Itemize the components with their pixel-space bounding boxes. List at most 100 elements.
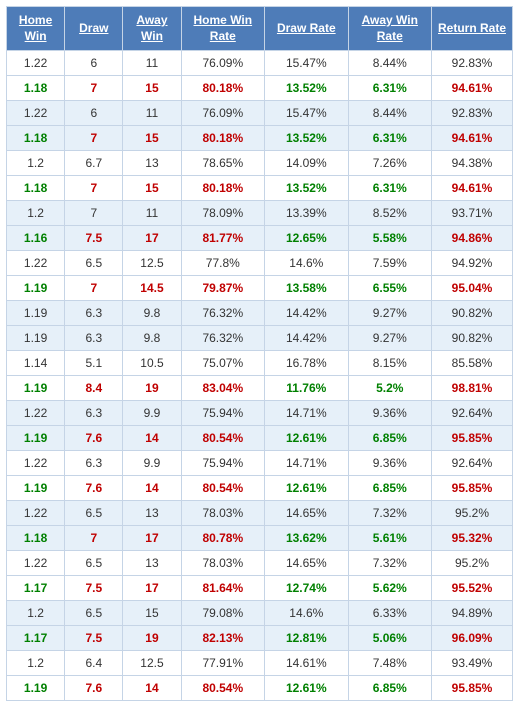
cell-home_win: 1.22 bbox=[7, 551, 65, 576]
cell-home_win: 1.2 bbox=[7, 201, 65, 226]
cell-home_win_rate: 80.18% bbox=[181, 126, 264, 151]
cell-draw: 7.5 bbox=[65, 576, 123, 601]
cell-draw_rate: 12.61% bbox=[265, 426, 348, 451]
cell-away_win: 13 bbox=[123, 551, 181, 576]
cell-draw: 7 bbox=[65, 126, 123, 151]
cell-home_win: 1.18 bbox=[7, 176, 65, 201]
col-header-away-win[interactable]: Away Win bbox=[123, 7, 181, 51]
cell-draw_rate: 14.71% bbox=[265, 401, 348, 426]
cell-draw: 7.6 bbox=[65, 676, 123, 701]
cell-return_rate: 90.82% bbox=[432, 326, 513, 351]
cell-draw_rate: 12.65% bbox=[265, 226, 348, 251]
table-row: 1.19714.579.87%13.58%6.55%95.04% bbox=[7, 276, 513, 301]
col-header-draw-rate[interactable]: Draw Rate bbox=[265, 7, 348, 51]
table-row: 1.177.51982.13%12.81%5.06%96.09% bbox=[7, 626, 513, 651]
cell-draw: 6.5 bbox=[65, 501, 123, 526]
cell-home_win_rate: 82.13% bbox=[181, 626, 264, 651]
table-row: 1.26.51579.08%14.6%6.33%94.89% bbox=[7, 601, 513, 626]
cell-home_win_rate: 78.65% bbox=[181, 151, 264, 176]
cell-home_win: 1.19 bbox=[7, 476, 65, 501]
cell-draw: 5.1 bbox=[65, 351, 123, 376]
cell-away_win_rate: 6.33% bbox=[348, 601, 431, 626]
cell-home_win_rate: 83.04% bbox=[181, 376, 264, 401]
cell-draw_rate: 13.52% bbox=[265, 176, 348, 201]
cell-draw: 6.4 bbox=[65, 651, 123, 676]
cell-draw: 6 bbox=[65, 51, 123, 76]
cell-away_win: 12.5 bbox=[123, 651, 181, 676]
cell-return_rate: 98.81% bbox=[432, 376, 513, 401]
table-row: 1.226.51378.03%14.65%7.32%95.2% bbox=[7, 501, 513, 526]
cell-away_win_rate: 9.36% bbox=[348, 451, 431, 476]
cell-draw_rate: 14.42% bbox=[265, 301, 348, 326]
cell-away_win_rate: 7.32% bbox=[348, 501, 431, 526]
cell-return_rate: 93.71% bbox=[432, 201, 513, 226]
table-row: 1.196.39.876.32%14.42%9.27%90.82% bbox=[7, 301, 513, 326]
cell-home_win: 1.22 bbox=[7, 51, 65, 76]
cell-return_rate: 95.85% bbox=[432, 476, 513, 501]
cell-home_win: 1.19 bbox=[7, 326, 65, 351]
cell-home_win_rate: 77.8% bbox=[181, 251, 264, 276]
col-header-return-rate[interactable]: Return Rate bbox=[432, 7, 513, 51]
cell-away_win_rate: 8.52% bbox=[348, 201, 431, 226]
cell-draw_rate: 15.47% bbox=[265, 101, 348, 126]
cell-draw_rate: 12.74% bbox=[265, 576, 348, 601]
cell-return_rate: 92.64% bbox=[432, 451, 513, 476]
cell-away_win_rate: 5.58% bbox=[348, 226, 431, 251]
cell-return_rate: 94.61% bbox=[432, 76, 513, 101]
cell-away_win: 15 bbox=[123, 176, 181, 201]
cell-away_win_rate: 7.32% bbox=[348, 551, 431, 576]
cell-home_win: 1.22 bbox=[7, 251, 65, 276]
cell-away_win: 17 bbox=[123, 576, 181, 601]
cell-draw: 6.7 bbox=[65, 151, 123, 176]
cell-home_win_rate: 78.03% bbox=[181, 501, 264, 526]
table-row: 1.197.61480.54%12.61%6.85%95.85% bbox=[7, 476, 513, 501]
cell-home_win: 1.17 bbox=[7, 576, 65, 601]
cell-away_win_rate: 6.85% bbox=[348, 676, 431, 701]
cell-home_win: 1.19 bbox=[7, 376, 65, 401]
table-row: 1.177.51781.64%12.74%5.62%95.52% bbox=[7, 576, 513, 601]
cell-home_win_rate: 76.32% bbox=[181, 301, 264, 326]
table-row: 1.226.39.975.94%14.71%9.36%92.64% bbox=[7, 451, 513, 476]
cell-draw_rate: 13.62% bbox=[265, 526, 348, 551]
cell-draw_rate: 14.65% bbox=[265, 501, 348, 526]
cell-away_win_rate: 6.85% bbox=[348, 426, 431, 451]
cell-home_win: 1.22 bbox=[7, 501, 65, 526]
cell-away_win: 9.8 bbox=[123, 301, 181, 326]
col-header-home-win-rate[interactable]: Home Win Rate bbox=[181, 7, 264, 51]
cell-return_rate: 90.82% bbox=[432, 301, 513, 326]
cell-draw: 6.3 bbox=[65, 326, 123, 351]
cell-draw_rate: 12.61% bbox=[265, 676, 348, 701]
table-body: 1.2261176.09%15.47%8.44%92.83%1.1871580.… bbox=[7, 51, 513, 701]
cell-home_win_rate: 80.54% bbox=[181, 426, 264, 451]
cell-draw: 6.3 bbox=[65, 451, 123, 476]
cell-away_win_rate: 6.31% bbox=[348, 176, 431, 201]
cell-draw_rate: 15.47% bbox=[265, 51, 348, 76]
cell-draw: 6.5 bbox=[65, 251, 123, 276]
cell-away_win: 9.9 bbox=[123, 451, 181, 476]
cell-away_win_rate: 6.31% bbox=[348, 76, 431, 101]
cell-away_win: 13 bbox=[123, 151, 181, 176]
cell-draw: 6.5 bbox=[65, 551, 123, 576]
cell-home_win_rate: 79.87% bbox=[181, 276, 264, 301]
cell-home_win: 1.2 bbox=[7, 601, 65, 626]
cell-home_win_rate: 78.03% bbox=[181, 551, 264, 576]
cell-away_win_rate: 5.2% bbox=[348, 376, 431, 401]
cell-draw_rate: 14.71% bbox=[265, 451, 348, 476]
cell-home_win_rate: 79.08% bbox=[181, 601, 264, 626]
col-header-home-win[interactable]: Home Win bbox=[7, 7, 65, 51]
cell-home_win_rate: 81.77% bbox=[181, 226, 264, 251]
col-header-away-win-rate[interactable]: Away Win Rate bbox=[348, 7, 431, 51]
cell-home_win: 1.22 bbox=[7, 401, 65, 426]
cell-away_win: 14.5 bbox=[123, 276, 181, 301]
table-row: 1.196.39.876.32%14.42%9.27%90.82% bbox=[7, 326, 513, 351]
cell-return_rate: 94.61% bbox=[432, 176, 513, 201]
cell-draw_rate: 13.39% bbox=[265, 201, 348, 226]
cell-home_win_rate: 77.91% bbox=[181, 651, 264, 676]
cell-home_win: 1.18 bbox=[7, 126, 65, 151]
cell-home_win_rate: 80.78% bbox=[181, 526, 264, 551]
cell-draw_rate: 11.76% bbox=[265, 376, 348, 401]
cell-return_rate: 94.86% bbox=[432, 226, 513, 251]
col-header-draw[interactable]: Draw bbox=[65, 7, 123, 51]
table-row: 1.197.61480.54%12.61%6.85%95.85% bbox=[7, 426, 513, 451]
cell-return_rate: 95.52% bbox=[432, 576, 513, 601]
